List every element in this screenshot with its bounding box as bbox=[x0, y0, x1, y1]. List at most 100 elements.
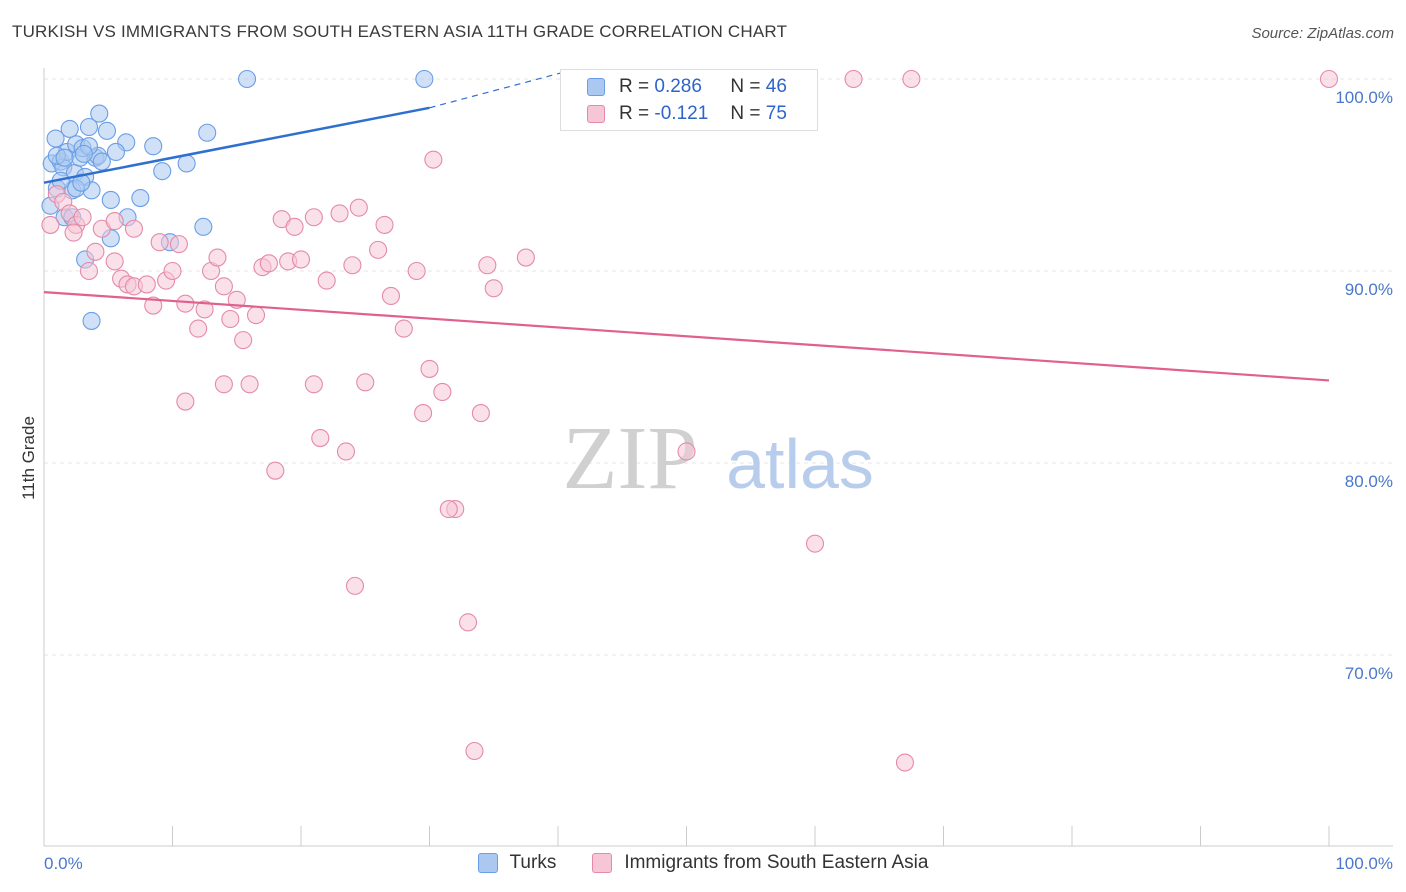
immigrants-point bbox=[895, 753, 915, 772]
immigrants-point bbox=[163, 261, 182, 281]
immigrants-point bbox=[291, 250, 311, 269]
x-tick-label-max: 100.0% bbox=[1335, 854, 1393, 873]
legend-row-turks: R = 0.286 N = 46 bbox=[561, 74, 787, 100]
immigrants-point bbox=[414, 404, 433, 423]
legend-r-label: R = bbox=[619, 76, 650, 97]
turks-point bbox=[144, 137, 163, 156]
y-tick-labels: 100.0% 90.0% 80.0% 70.0% bbox=[1335, 88, 1393, 683]
turks-point bbox=[79, 117, 99, 137]
legend-item-turks[interactable]: Turks bbox=[477, 852, 557, 874]
series-legend: Turks Immigrants from South Eastern Asia bbox=[0, 852, 1406, 874]
turks-point bbox=[55, 148, 74, 167]
y-tick-label: 100.0% bbox=[1335, 88, 1393, 107]
immigrants-point bbox=[79, 261, 99, 281]
turks-trend-line bbox=[43, 106, 430, 184]
turks-point bbox=[97, 121, 117, 140]
immigrants-point bbox=[465, 741, 484, 761]
immigrants-point bbox=[240, 375, 259, 394]
y-tick-label: 80.0% bbox=[1345, 472, 1393, 491]
immigrants-point bbox=[394, 319, 413, 338]
immigrants-point bbox=[381, 286, 401, 306]
immigrants-points bbox=[41, 69, 1339, 772]
immigrants-point bbox=[317, 271, 336, 290]
chart-title: TURKISH VS IMMIGRANTS FROM SOUTH EASTERN… bbox=[12, 22, 788, 41]
immigrants-point bbox=[105, 252, 124, 271]
immigrants-point bbox=[677, 442, 696, 461]
immigrants-point bbox=[424, 150, 443, 169]
immigrants-point bbox=[1319, 69, 1339, 89]
watermark-atlas: atlas bbox=[726, 425, 874, 503]
legend-n-label: N = bbox=[730, 76, 761, 97]
axes bbox=[43, 68, 1393, 847]
turks-point bbox=[60, 119, 79, 138]
immigrants-point bbox=[458, 613, 478, 632]
immigrants-point bbox=[433, 382, 452, 402]
immigrants-point bbox=[420, 359, 439, 378]
immigrants-point bbox=[805, 534, 825, 553]
legend-swatch-turks bbox=[587, 78, 605, 96]
legend-r-label: R = bbox=[619, 103, 650, 124]
turks-point bbox=[92, 152, 111, 171]
turks-point bbox=[101, 190, 120, 210]
legend-n-value: 75 bbox=[765, 103, 787, 124]
turks-point bbox=[194, 217, 213, 236]
immigrants-point bbox=[330, 204, 349, 223]
immigrants-point bbox=[311, 428, 330, 448]
legend-r-value: 0.286 bbox=[654, 76, 702, 97]
turks-point bbox=[90, 104, 109, 123]
legend-label-immigrants: Immigrants from South Eastern Asia bbox=[624, 852, 929, 873]
immigrants-point bbox=[144, 296, 163, 315]
immigrants-point bbox=[176, 392, 195, 411]
immigrants-point bbox=[407, 261, 426, 281]
turks-point bbox=[106, 142, 126, 162]
immigrants-point bbox=[176, 294, 195, 313]
immigrants-point bbox=[902, 69, 921, 89]
immigrants-point bbox=[189, 319, 208, 338]
immigrants-point bbox=[221, 309, 240, 329]
legend-swatch-immigrants bbox=[592, 853, 613, 873]
gridlines bbox=[44, 78, 1393, 656]
turks-point bbox=[74, 144, 93, 163]
correlation-legend: R = 0.286 N = 46 R = -0.121 N = 75 bbox=[560, 69, 818, 131]
immigrants-point bbox=[137, 275, 156, 294]
immigrants-point bbox=[285, 217, 304, 236]
legend-n-value: 46 bbox=[765, 76, 787, 97]
immigrants-point bbox=[375, 215, 394, 234]
legend-label-turks: Turks bbox=[509, 852, 557, 873]
turks-point bbox=[131, 188, 150, 208]
x-tick-label-min: 0.0% bbox=[44, 854, 83, 873]
turks-trend-extension bbox=[429, 70, 568, 109]
immigrants-point bbox=[86, 242, 105, 261]
turks-points bbox=[41, 69, 434, 330]
immigrants-point bbox=[304, 208, 323, 227]
turks-point bbox=[198, 123, 217, 142]
legend-swatch-immigrants bbox=[587, 105, 605, 123]
immigrants-point bbox=[259, 254, 278, 273]
immigrants-point bbox=[369, 240, 388, 259]
trend-lines bbox=[43, 70, 1330, 382]
immigrants-point bbox=[336, 442, 356, 461]
legend-r-value: -0.121 bbox=[654, 103, 709, 124]
immigrants-point bbox=[484, 279, 503, 298]
legend-n-label: N = bbox=[730, 103, 761, 124]
legend-item-immigrants[interactable]: Immigrants from South Eastern Asia bbox=[592, 852, 928, 874]
turks-point bbox=[153, 162, 172, 181]
immigrants-point bbox=[73, 208, 92, 227]
immigrants-point bbox=[214, 375, 233, 394]
turks-point bbox=[415, 69, 434, 89]
immigrants-point bbox=[105, 212, 124, 231]
immigrants-point bbox=[439, 500, 458, 519]
y-axis-title: 11th Grade bbox=[19, 416, 38, 500]
immigrants-point bbox=[844, 69, 863, 89]
immigrants-point bbox=[150, 233, 169, 252]
immigrants-point bbox=[214, 277, 233, 296]
immigrants-point bbox=[64, 223, 83, 242]
turks-point bbox=[237, 69, 257, 89]
y-tick-label: 70.0% bbox=[1345, 664, 1393, 683]
immigrants-trend-line bbox=[43, 291, 1330, 382]
y-tick-label: 90.0% bbox=[1345, 280, 1393, 299]
turks-point bbox=[82, 311, 101, 330]
immigrants-point bbox=[343, 256, 362, 275]
immigrants-point bbox=[349, 198, 368, 217]
watermark-zip: ZIP bbox=[563, 409, 698, 508]
